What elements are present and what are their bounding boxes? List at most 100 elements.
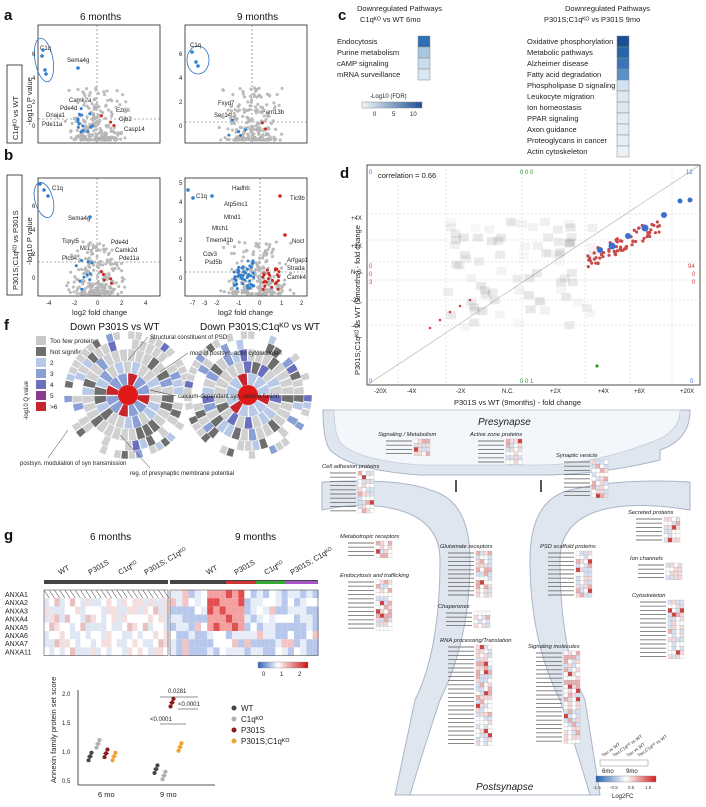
e-cell — [667, 612, 673, 617]
e-group-title: Cytoskeleton — [632, 593, 666, 599]
g-group-bar — [286, 581, 318, 584]
e-cell — [479, 741, 485, 746]
e-cell — [571, 676, 577, 681]
g-heat-cell — [263, 606, 270, 615]
volcano-point — [102, 90, 106, 94]
g-heat-cell — [182, 631, 189, 640]
volcano-point — [278, 292, 282, 296]
c-right-cell — [616, 35, 630, 48]
e-cell — [487, 661, 493, 667]
c-left-cell — [417, 68, 431, 81]
g-heat-cell — [148, 631, 154, 640]
g-heat-cell — [188, 631, 195, 640]
e-cell — [383, 549, 389, 554]
b6-label-tspyl5: Tspyl5 — [62, 239, 80, 245]
e-cell — [505, 447, 511, 452]
volcano-point — [242, 138, 246, 142]
volcano-point-down — [88, 272, 92, 276]
g-heat-cell — [59, 606, 65, 615]
f-legend-label: >6 — [50, 404, 58, 411]
volcano-point — [241, 255, 245, 259]
e-cell — [473, 610, 479, 616]
d-ytick-0: +4X — [351, 216, 362, 222]
e-cell — [587, 571, 593, 577]
g-heat-cell — [101, 631, 107, 640]
e-cell — [383, 540, 389, 546]
g-heat-cell — [44, 622, 50, 631]
b9-label-c1q: C1q — [196, 194, 207, 200]
b9-xlabel: log2 fold change — [218, 308, 273, 317]
e-cell — [599, 468, 605, 473]
e-cell — [357, 508, 363, 514]
e-cell — [583, 571, 589, 577]
volcano-point — [123, 110, 127, 114]
e-cell — [579, 592, 585, 598]
volcano-point — [268, 280, 272, 284]
e-cell — [679, 637, 685, 643]
e-cell — [479, 720, 485, 725]
volcano-point-down — [82, 275, 86, 279]
e-cell — [563, 739, 569, 744]
e-cell — [481, 610, 487, 616]
e-cell — [667, 608, 673, 613]
g-heat-cell — [238, 631, 245, 640]
volcano-point — [101, 290, 105, 294]
e-cell — [421, 451, 427, 456]
volcano-point — [114, 281, 118, 285]
volcano-point-up — [261, 287, 265, 291]
f-annot-calcium: calcium-dependent syn. vesicle fusion — [178, 394, 279, 400]
g-heat-cell — [90, 606, 96, 615]
g-heat-cell — [219, 639, 226, 648]
volcano-point-down — [249, 265, 253, 269]
d-xtick-0: -20X — [374, 389, 387, 395]
sunburst-segment — [95, 419, 110, 434]
volcano-point-top — [41, 48, 45, 52]
volcano-point — [107, 273, 111, 277]
b9-label-atp5mc1: Atp5mc1 — [224, 202, 248, 208]
sunburst-segment — [242, 360, 253, 374]
b6-ytick-4: 4 — [32, 228, 36, 234]
e-cell — [571, 663, 577, 668]
volcano-point — [69, 253, 73, 257]
e-cell — [679, 641, 685, 647]
panel-b-letter: b — [4, 147, 13, 164]
e-cell — [369, 508, 375, 514]
volcano-point — [235, 261, 239, 265]
b9-label-hadhb: Hadhb — [232, 186, 250, 192]
volcano-point — [114, 138, 118, 142]
volcano-point — [268, 135, 272, 139]
volcano-point — [264, 250, 268, 254]
g-heat-cell — [137, 598, 143, 607]
e-cell — [599, 464, 605, 469]
e-cell — [475, 653, 481, 658]
g-legend-label: WT — [241, 704, 254, 713]
d-point — [641, 239, 645, 243]
d-count-bl: 0 — [369, 379, 373, 385]
e-cell — [487, 674, 493, 679]
volcano-point — [73, 275, 77, 279]
e-cell — [675, 533, 681, 539]
e-cell — [387, 600, 393, 606]
e-cell — [475, 686, 481, 692]
f-legend-swatch — [36, 336, 46, 345]
sunburst-segment — [248, 450, 256, 460]
volcano-point — [117, 267, 121, 271]
volcano-b-6mo: C1q Sema4g Tspyl5 Mt1 Plcb4 Pde4d Camk2d… — [32, 177, 161, 317]
b6-xtick-2: -2 — [72, 301, 78, 307]
volcano-point — [122, 277, 126, 281]
volcano-point-up — [109, 120, 113, 124]
a6-label-camk2a: Camk2a — [69, 98, 92, 104]
e-cell — [665, 571, 671, 576]
g-heat-cell — [306, 647, 313, 656]
volcano-point — [250, 118, 254, 122]
b6-ytick-6: 6 — [32, 204, 36, 210]
volcano-point — [68, 290, 72, 294]
b9-ytick-3: 3 — [179, 219, 183, 225]
volcano-point — [100, 288, 104, 292]
g-heat-cell — [132, 598, 138, 607]
e-cell — [571, 667, 577, 673]
e-cell — [599, 489, 605, 494]
g-heat-cell — [213, 614, 220, 623]
sunburst-segment — [164, 346, 176, 358]
